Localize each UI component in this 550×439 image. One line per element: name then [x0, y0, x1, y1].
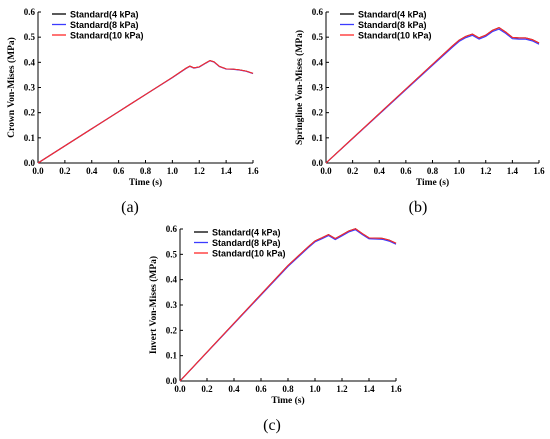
- panel-label: (b): [409, 199, 428, 216]
- x-tick-label: 0.6: [400, 166, 412, 176]
- x-tick-label: 1.6: [247, 166, 259, 176]
- y-tick-label: 0.5: [24, 32, 36, 42]
- x-tick-label: 0.8: [427, 166, 439, 176]
- x-tick-label: 1.0: [309, 384, 321, 394]
- series-line-3: [37, 59, 254, 164]
- series-line-2: [37, 60, 254, 164]
- legend-label: Standard(4 kPa): [212, 228, 281, 238]
- y-tick-label: 0.2: [312, 108, 324, 118]
- x-tick-label: 0.4: [86, 166, 98, 176]
- x-tick-label: 1.4: [363, 384, 375, 394]
- series-line-2: [325, 28, 540, 164]
- x-tick-label: 1.6: [390, 384, 402, 394]
- legend-label: Standard(10 kPa): [358, 31, 432, 41]
- y-axis-label: Invert Von-Mises (MPa): [148, 256, 159, 354]
- x-tick-label: 0.6: [113, 166, 125, 176]
- x-tick-label: 0.2: [201, 384, 213, 394]
- x-tick-label: 0.2: [59, 166, 71, 176]
- series-line-3: [179, 228, 397, 382]
- x-axis-label: Time (s): [129, 177, 162, 188]
- y-tick-label: 0.6: [24, 7, 36, 17]
- x-tick-label: 1.0: [454, 166, 466, 176]
- panel-label: (c): [263, 417, 281, 434]
- x-tick-label: 0.8: [140, 166, 152, 176]
- chart-panel-3: 0.0 0.2 0.4 0.6 0.8 1.0 1.2 1.4 1.6 0.0 0.1 0.2 0.3 0…: [148, 224, 402, 434]
- y-tick-label: 0.5: [312, 32, 324, 42]
- legend-label: Standard(4 kPa): [70, 10, 139, 20]
- legend-label: Standard(4 kPa): [358, 10, 427, 20]
- x-tick-label: 1.4: [507, 166, 519, 176]
- y-tick-label: 0.6: [166, 224, 178, 234]
- legend-label: Standard(10 kPa): [70, 31, 144, 41]
- x-tick-label: 0.6: [255, 384, 267, 394]
- x-tick-label: 0.8: [282, 384, 294, 394]
- series-line-3: [325, 26, 540, 164]
- y-tick-label: 0.3: [312, 83, 324, 93]
- series-line-1: [325, 26, 540, 164]
- x-tick-label: 1.6: [533, 166, 545, 176]
- legend-label: Standard(8 kPa): [358, 20, 427, 30]
- legend-label: Standard(8 kPa): [212, 238, 281, 248]
- y-tick-label: 0.3: [24, 83, 36, 93]
- chart-panel-1: 0.0 0.2 0.4 0.6 0.8 1.0 1.2 1.4 1.6 0.0 0.1 0.2 0.3 0…: [6, 7, 259, 216]
- x-axis-label: Time (s): [271, 395, 304, 406]
- x-tick-label: 1.4: [221, 166, 233, 176]
- x-tick-label: 0.4: [374, 166, 386, 176]
- y-tick-label: 0.1: [24, 133, 36, 143]
- panel-label: (a): [121, 199, 139, 216]
- y-tick-label: 0.1: [312, 133, 324, 143]
- y-tick-label: 0.0: [312, 158, 324, 168]
- series-line-1: [37, 59, 254, 164]
- chart-panel-2: 0.0 0.2 0.4 0.6 0.8 1.0 1.2 1.4 1.6 0.0 0.1 0.2 0.3 0…: [294, 7, 545, 216]
- x-tick-label: 0.2: [347, 166, 359, 176]
- x-tick-label: 0.4: [228, 384, 240, 394]
- y-tick-label: 0.4: [24, 57, 36, 67]
- y-tick-label: 0.6: [312, 7, 324, 17]
- x-tick-label: 1.2: [480, 166, 492, 176]
- y-tick-label: 0.3: [166, 300, 178, 310]
- y-tick-label: 0.4: [312, 57, 324, 67]
- y-tick-label: 0.2: [24, 108, 36, 118]
- y-tick-label: 0.0: [24, 158, 36, 168]
- x-tick-label: 0.0: [174, 384, 186, 394]
- y-axis-label: Crown Von-Mises (MPa): [6, 37, 17, 138]
- legend-label: Standard(10 kPa): [212, 249, 286, 259]
- x-tick-label: 1.2: [336, 384, 348, 394]
- x-tick-label: 1.2: [194, 166, 206, 176]
- legend-label: Standard(8 kPa): [70, 20, 139, 30]
- x-tick-label: 1.0: [167, 166, 179, 176]
- x-tick-label: 0.0: [32, 166, 44, 176]
- y-tick-label: 0.4: [166, 275, 178, 285]
- y-tick-label: 0.2: [166, 325, 178, 335]
- y-tick-label: 0.0: [166, 376, 178, 386]
- x-tick-label: 0.0: [320, 166, 332, 176]
- y-tick-label: 0.1: [166, 351, 178, 361]
- y-axis-label: Springline Von-Mises (MPa): [294, 30, 305, 145]
- x-axis-label: Time (s): [416, 177, 449, 188]
- y-tick-label: 0.5: [166, 249, 178, 259]
